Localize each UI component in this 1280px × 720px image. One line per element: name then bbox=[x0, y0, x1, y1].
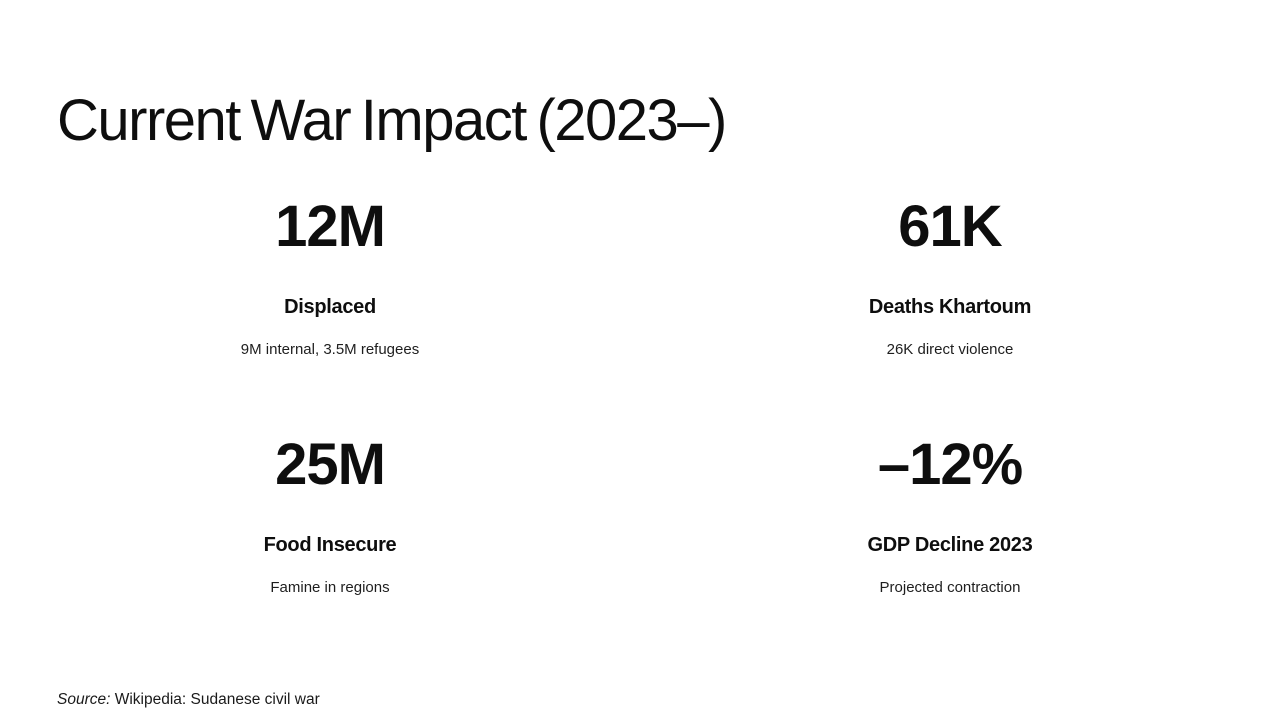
stat-value: 12M bbox=[275, 194, 386, 259]
stat-displaced: 12M Displaced 9M internal, 3.5M refugees bbox=[20, 194, 640, 359]
stat-label: Displaced bbox=[284, 296, 376, 318]
stat-description: 9M internal, 3.5M refugees bbox=[240, 341, 420, 358]
stat-label: Food Insecure bbox=[263, 534, 397, 556]
stat-label: GDP Decline 2023 bbox=[867, 534, 1033, 556]
stat-description: Famine in regions bbox=[270, 579, 390, 596]
stat-description: Projected contraction bbox=[879, 579, 1021, 596]
source-text: Wikipedia: Sudanese civil war bbox=[110, 691, 320, 708]
stat-value: 61K bbox=[898, 194, 1002, 259]
source-prefix-label: Source: bbox=[57, 691, 111, 708]
stat-value: 25M bbox=[275, 432, 386, 497]
stat-label: Deaths Khartoum bbox=[868, 296, 1032, 318]
stat-deaths-khartoum: 61K Deaths Khartoum 26K direct violence bbox=[640, 194, 1260, 359]
source-line: Source: Wikipedia: Sudanese civil war bbox=[57, 691, 320, 709]
stat-gdp-decline: –12% GDP Decline 2023 Projected contract… bbox=[640, 432, 1260, 597]
stat-food-insecure: 25M Food Insecure Famine in regions bbox=[20, 432, 640, 597]
stat-description: 26K direct violence bbox=[886, 341, 1014, 358]
page-title: Current War Impact (2023–) bbox=[57, 87, 727, 153]
stat-value: –12% bbox=[877, 432, 1023, 497]
stats-grid: 12M Displaced 9M internal, 3.5M refugees… bbox=[20, 194, 1260, 597]
